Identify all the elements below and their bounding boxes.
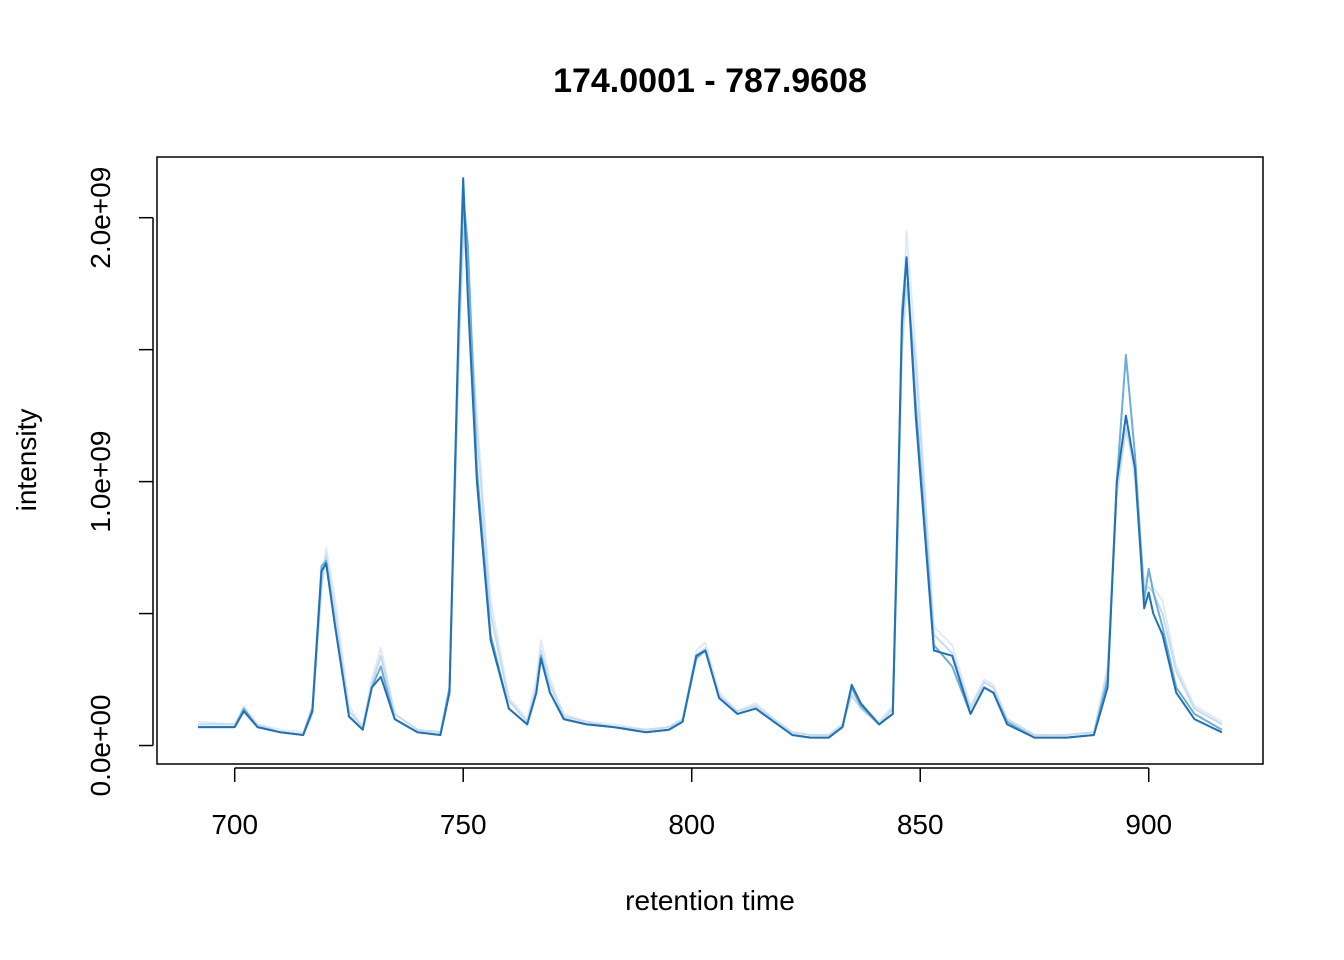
x-tick-label: 850 (897, 809, 944, 840)
plot-frame (156, 156, 1264, 765)
x-axis-label: retention time (625, 885, 795, 916)
y-axis: 0.0e+00 1.0e+09 2.0e+09 (85, 167, 154, 797)
y-tick-label: 2.0e+09 (85, 167, 116, 269)
x-axis: 700 750 800 850 900 (211, 767, 1172, 840)
series-line-1 (198, 216, 1223, 736)
x-tick-label: 900 (1125, 809, 1172, 840)
series-layer (198, 177, 1223, 739)
y-tick-label: 0.0e+00 (85, 695, 116, 797)
x-tick-label: 750 (440, 809, 487, 840)
y-axis-label: intensity (11, 409, 42, 512)
x-tick-label: 800 (668, 809, 715, 840)
series-line-4 (198, 177, 1223, 739)
y-tick-label: 1.0e+09 (85, 431, 116, 533)
chart-title: 174.0001 - 787.9608 (553, 62, 867, 100)
x-tick-label: 700 (211, 809, 258, 840)
